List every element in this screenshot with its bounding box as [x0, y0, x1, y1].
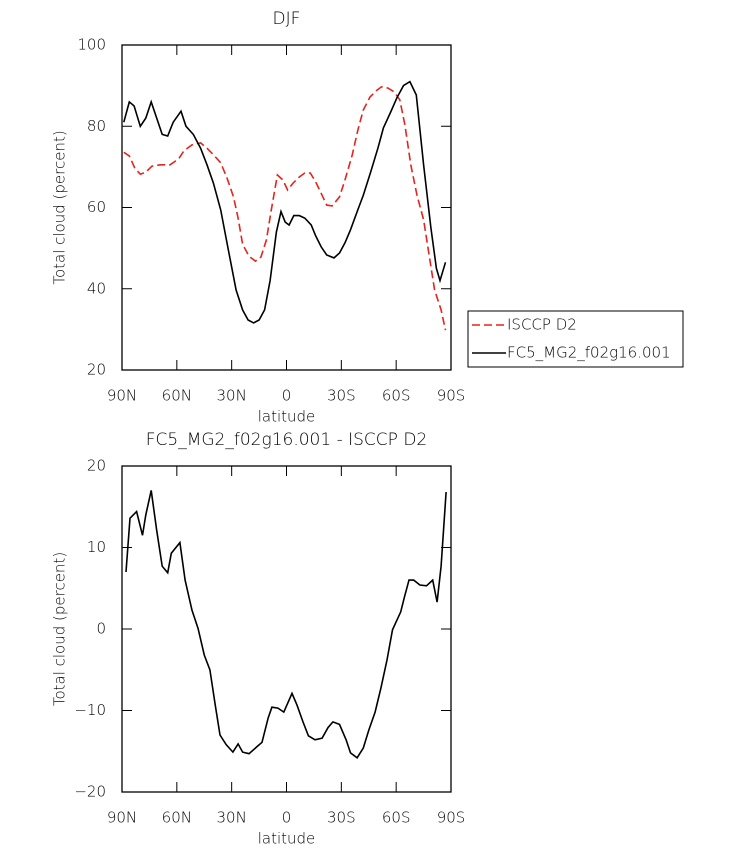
y-tick-label: 0 [96, 620, 106, 638]
y-tick-label: 100 [77, 36, 106, 54]
y-tick-label: 10 [87, 538, 106, 556]
x-tick-label: 60S [382, 809, 411, 827]
legend-label: ISCCP D2 [507, 316, 577, 334]
data-line [123, 85, 447, 331]
x-tick-label: 60S [382, 387, 411, 405]
data-line [125, 490, 447, 759]
x-tick-label: 60N [162, 387, 192, 405]
y-tick-label: 80 [87, 117, 106, 135]
y-tick-label: −10 [74, 701, 106, 719]
y-axis-label: Total cloud (percent) [51, 130, 69, 284]
x-tick-label: 0 [282, 387, 292, 405]
y-tick-label: 20 [87, 457, 106, 475]
chart-title: FC5_MG2_f02g16.001 - ISCCP D2 [146, 430, 427, 450]
data-line [123, 80, 447, 324]
y-tick-label: −20 [74, 783, 106, 801]
legend-box [467, 310, 684, 368]
x-tick-label: 30N [217, 809, 247, 827]
x-axis-label: latitude [258, 408, 316, 426]
x-tick-label: 30S [327, 809, 356, 827]
x-axis-label: latitude [258, 830, 316, 848]
x-tick-label: 90S [437, 809, 466, 827]
x-tick-label: 90N [107, 387, 137, 405]
plot-frame [121, 44, 452, 371]
chart-title: DJF [273, 9, 301, 29]
plot-frame [121, 465, 452, 793]
x-tick-label: 30N [217, 387, 247, 405]
legend-label: FC5_MG2_f02g16.001 [507, 344, 671, 362]
x-tick-label: 90S [437, 387, 466, 405]
x-tick-label: 90N [107, 809, 137, 827]
x-tick-label: 0 [282, 809, 292, 827]
x-tick-label: 30S [327, 387, 356, 405]
y-tick-label: 60 [87, 198, 106, 216]
y-axis-label: Total cloud (percent) [51, 552, 69, 706]
x-tick-label: 60N [162, 809, 192, 827]
y-tick-label: 20 [87, 361, 106, 379]
y-tick-label: 40 [87, 279, 106, 297]
